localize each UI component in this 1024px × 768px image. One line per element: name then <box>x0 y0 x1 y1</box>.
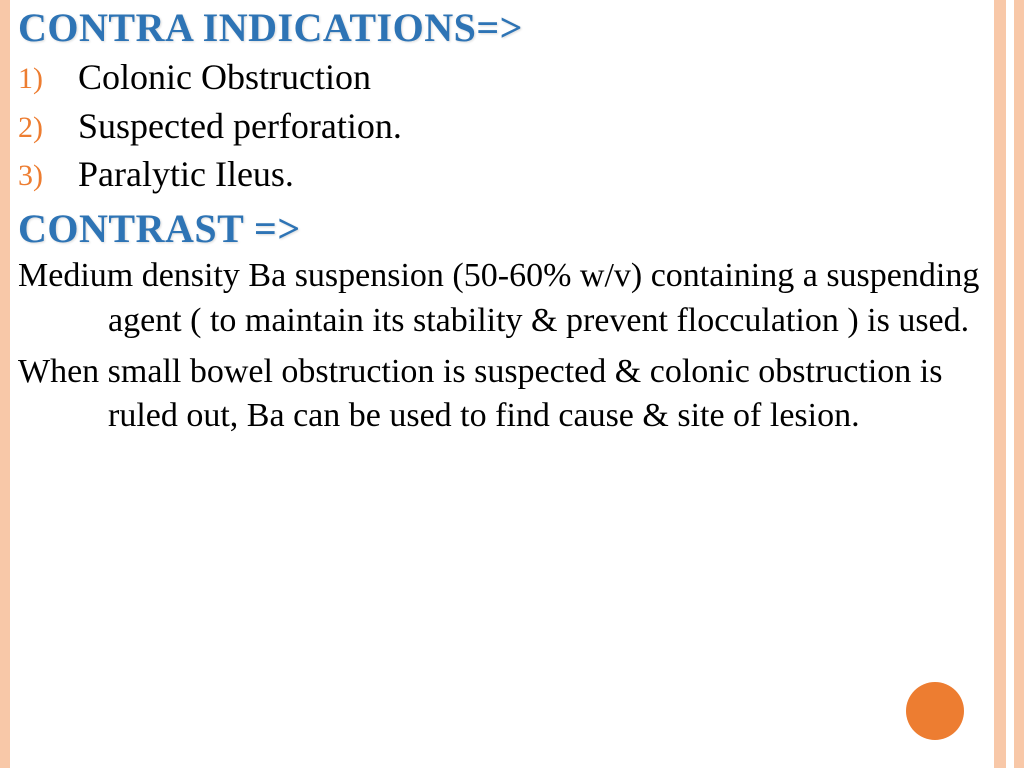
left-border-stripe <box>0 0 10 768</box>
decorative-circle-icon <box>906 682 964 740</box>
heading-contrast: CONTRAST => <box>18 205 988 252</box>
paragraph-usage: When small bowel obstruction is suspecte… <box>18 350 988 440</box>
list-item: Suspected perforation. <box>18 102 988 151</box>
list-item: Colonic Obstruction <box>18 53 988 102</box>
contraindications-list: Colonic Obstruction Suspected perforatio… <box>18 53 988 199</box>
slide-content: CONTRA INDICATIONS=> Colonic Obstruction… <box>18 0 988 445</box>
paragraph-contrast-desc: Medium density Ba suspension (50-60% w/v… <box>18 254 988 344</box>
list-item: Paralytic Ileus. <box>18 150 988 199</box>
right-border-gap <box>1006 0 1014 768</box>
heading-contraindications: CONTRA INDICATIONS=> <box>18 4 988 51</box>
